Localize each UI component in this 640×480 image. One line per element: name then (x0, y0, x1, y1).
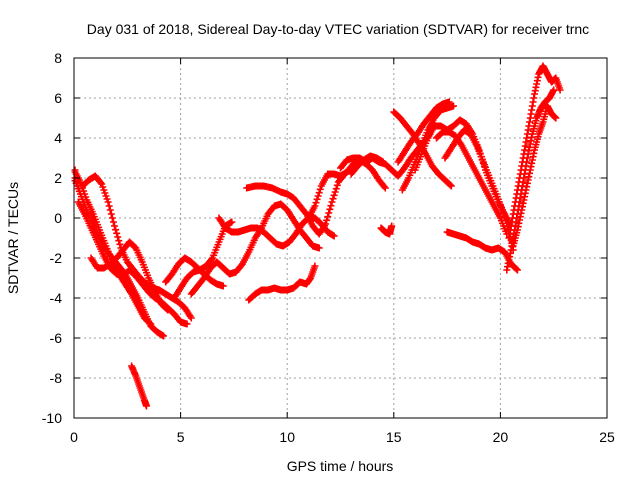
data-point (512, 265, 520, 273)
data-point (108, 214, 116, 222)
data-point (380, 183, 388, 191)
y-axis-label: SDTVAR / TECUs (5, 182, 21, 294)
data-point (314, 192, 322, 200)
data-point (228, 218, 236, 226)
data-points (71, 62, 564, 410)
data-point (333, 181, 341, 189)
data-point (449, 102, 457, 110)
data-point (388, 222, 396, 230)
data-point (187, 314, 195, 322)
data-point (447, 182, 455, 190)
y-tick-label: -6 (50, 330, 63, 346)
data-point (556, 86, 564, 94)
data-point (330, 232, 338, 240)
data-point (115, 237, 123, 245)
data-point (323, 216, 331, 224)
data-point (324, 213, 332, 221)
data-point (113, 229, 121, 237)
y-tick-label: 4 (54, 130, 62, 146)
data-point (104, 198, 112, 206)
data-point (315, 189, 323, 197)
data-point (513, 266, 521, 274)
data-point (219, 282, 227, 290)
data-point (502, 216, 510, 224)
data-point (107, 210, 115, 218)
data-point (316, 185, 324, 193)
y-tick-label: 0 (54, 210, 62, 226)
x-tick-label: 25 (599, 429, 615, 445)
x-tick-label: 5 (177, 429, 185, 445)
data-point (328, 198, 336, 206)
data-point (208, 255, 216, 263)
data-point (332, 185, 340, 193)
chart-title: Day 031 of 2018, Sidereal Day-to-day VTE… (87, 21, 589, 37)
data-point (163, 305, 171, 313)
data-point (114, 233, 122, 241)
data-point (331, 188, 339, 196)
y-tick-label: 8 (54, 50, 62, 66)
data-point (315, 244, 323, 252)
grid (74, 58, 607, 418)
axis-ticks: 0 5 10 15 20 25 -10 -8 -6 -4 -2 0 2 4 6 8 (42, 50, 615, 445)
data-point (164, 306, 172, 314)
data-point (312, 199, 320, 207)
data-point (112, 226, 120, 234)
data-point (311, 262, 319, 270)
y-tick-label: -8 (50, 370, 63, 386)
data-point (381, 184, 389, 192)
data-point (311, 202, 319, 210)
x-tick-label: 15 (386, 429, 402, 445)
data-point (105, 202, 113, 210)
data-point (106, 206, 114, 214)
x-axis-label: GPS time / hours (287, 458, 394, 474)
data-point (160, 332, 168, 340)
y-tick-label: -4 (50, 290, 63, 306)
x-tick-label: 0 (70, 429, 78, 445)
data-point (325, 209, 333, 217)
data-point (97, 179, 105, 187)
data-point (313, 195, 321, 203)
data-point (550, 86, 558, 94)
data-point (499, 206, 507, 214)
data-point (501, 213, 509, 221)
data-point (326, 205, 334, 213)
data-point (329, 195, 337, 203)
data-point (446, 181, 454, 189)
data-point (330, 191, 338, 199)
y-tick-label: 2 (54, 170, 62, 186)
x-tick-label: 20 (493, 429, 509, 445)
data-point (327, 202, 335, 210)
data-point (142, 402, 150, 410)
data-point (111, 222, 119, 230)
y-tick-label: -2 (50, 250, 63, 266)
data-point (116, 240, 124, 248)
data-point (503, 219, 511, 227)
data-point (109, 218, 117, 226)
y-tick-label: 6 (54, 90, 62, 106)
data-point (322, 220, 330, 228)
x-tick-label: 10 (279, 429, 295, 445)
data-point (183, 320, 191, 328)
data-point (379, 158, 387, 166)
data-point (552, 114, 560, 122)
plot-frame (73, 57, 608, 419)
y-tick-label: -10 (42, 410, 62, 426)
data-point (500, 209, 508, 217)
